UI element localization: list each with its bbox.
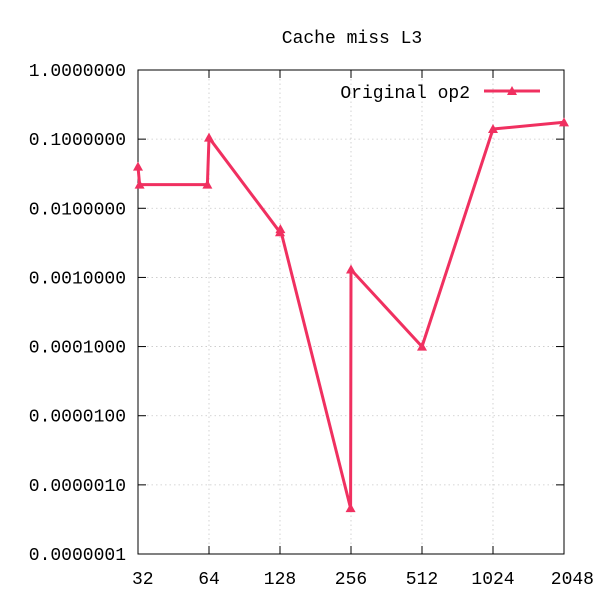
y-tick-label: 0.1000000 <box>29 131 126 151</box>
y-tick-label: 0.0000001 <box>29 546 126 566</box>
data-point-marker <box>134 179 145 189</box>
x-tick-label: 64 <box>198 570 220 590</box>
data-point-marker <box>275 224 286 234</box>
data-point-marker <box>488 124 498 134</box>
y-tick-label: 0.0010000 <box>29 269 126 289</box>
data-point-marker <box>133 161 143 171</box>
x-tick-label: 2048 <box>551 570 594 590</box>
axis-ticks <box>137 69 565 555</box>
y-tick-label: 0.0001000 <box>29 339 126 359</box>
legend-marker <box>507 86 517 95</box>
series-line <box>136 120 565 510</box>
y-tick-label: 0.0000010 <box>29 477 126 497</box>
data-point-marker <box>345 503 356 513</box>
x-tick-label: 1024 <box>471 570 514 590</box>
data-point-marker <box>417 341 427 351</box>
y-tick-label: 1.0000000 <box>29 62 126 82</box>
data-point-marker <box>559 117 569 127</box>
y-tick-label: 0.0000100 <box>29 408 126 428</box>
x-axis-tick-labels: 32 64 128 256 512 1024 2048 <box>132 570 594 590</box>
data-point-marker <box>204 132 214 142</box>
chart-title: Cache miss L3 <box>282 29 422 49</box>
y-tick-label: 0.0100000 <box>29 200 126 220</box>
y-axis-tick-labels: 1.0000000 0.1000000 0.0100000 0.0010000 0.00… <box>29 62 126 566</box>
legend-label: Original op2 <box>340 84 470 104</box>
legend: Original op2 <box>340 84 540 104</box>
series-group <box>133 117 569 513</box>
x-tick-label: 128 <box>264 570 296 590</box>
x-tick-label: 512 <box>406 570 438 590</box>
x-tick-label: 32 <box>132 570 154 590</box>
data-point-marker <box>346 264 356 274</box>
data-point-marker <box>202 179 213 189</box>
x-tick-label: 256 <box>335 570 367 590</box>
